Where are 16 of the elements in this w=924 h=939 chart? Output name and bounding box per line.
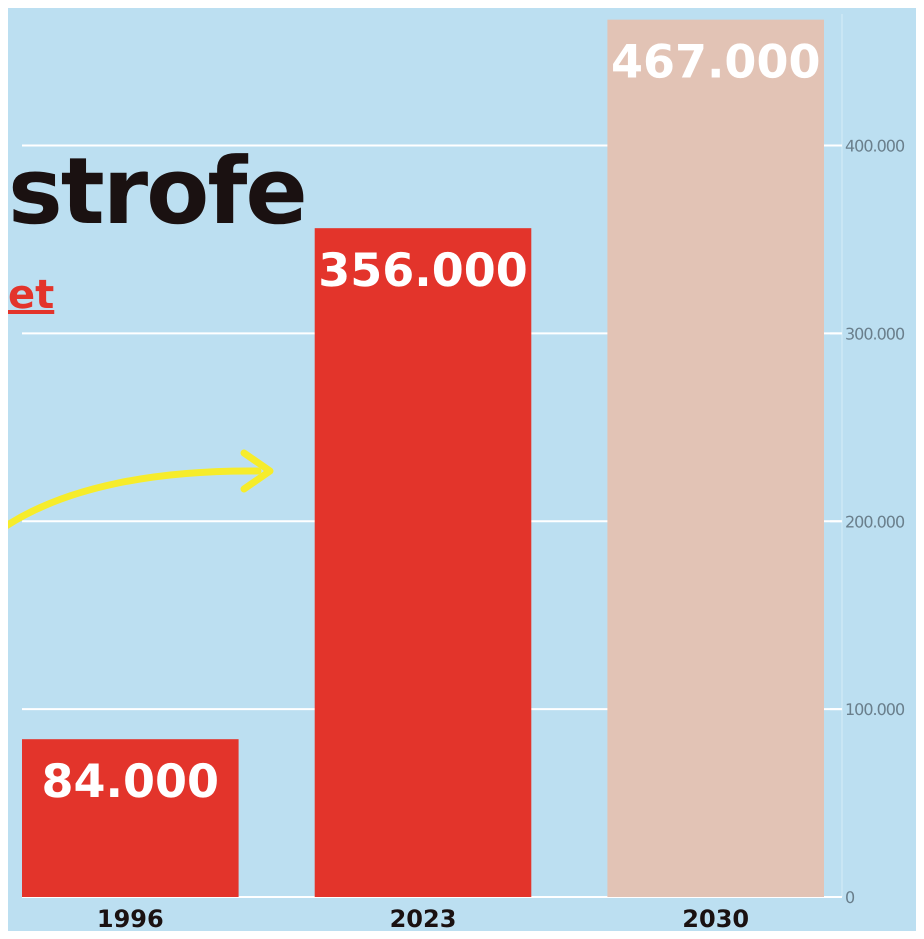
text: strofe <box>8 138 306 245</box>
x-tick-label: 1996 <box>96 905 164 933</box>
x-tick-label: 2023 <box>390 905 456 933</box>
bar <box>22 739 239 897</box>
y-tick-label: 0 <box>845 888 855 907</box>
y-tick-label: 300.000 <box>845 324 905 344</box>
data-label: 84.000 <box>42 754 220 808</box>
data-label: 467.000 <box>610 34 820 89</box>
bar <box>607 20 824 897</box>
data-label: 356.000 <box>318 243 528 298</box>
y-tick-label: 400.000 <box>845 136 905 156</box>
x-tick-label: 2030 <box>682 905 750 933</box>
y-tick-label: 100.000 <box>845 700 905 720</box>
y-tick-label: 200.000 <box>845 512 905 532</box>
bar <box>314 228 532 897</box>
text: et <box>8 272 54 318</box>
